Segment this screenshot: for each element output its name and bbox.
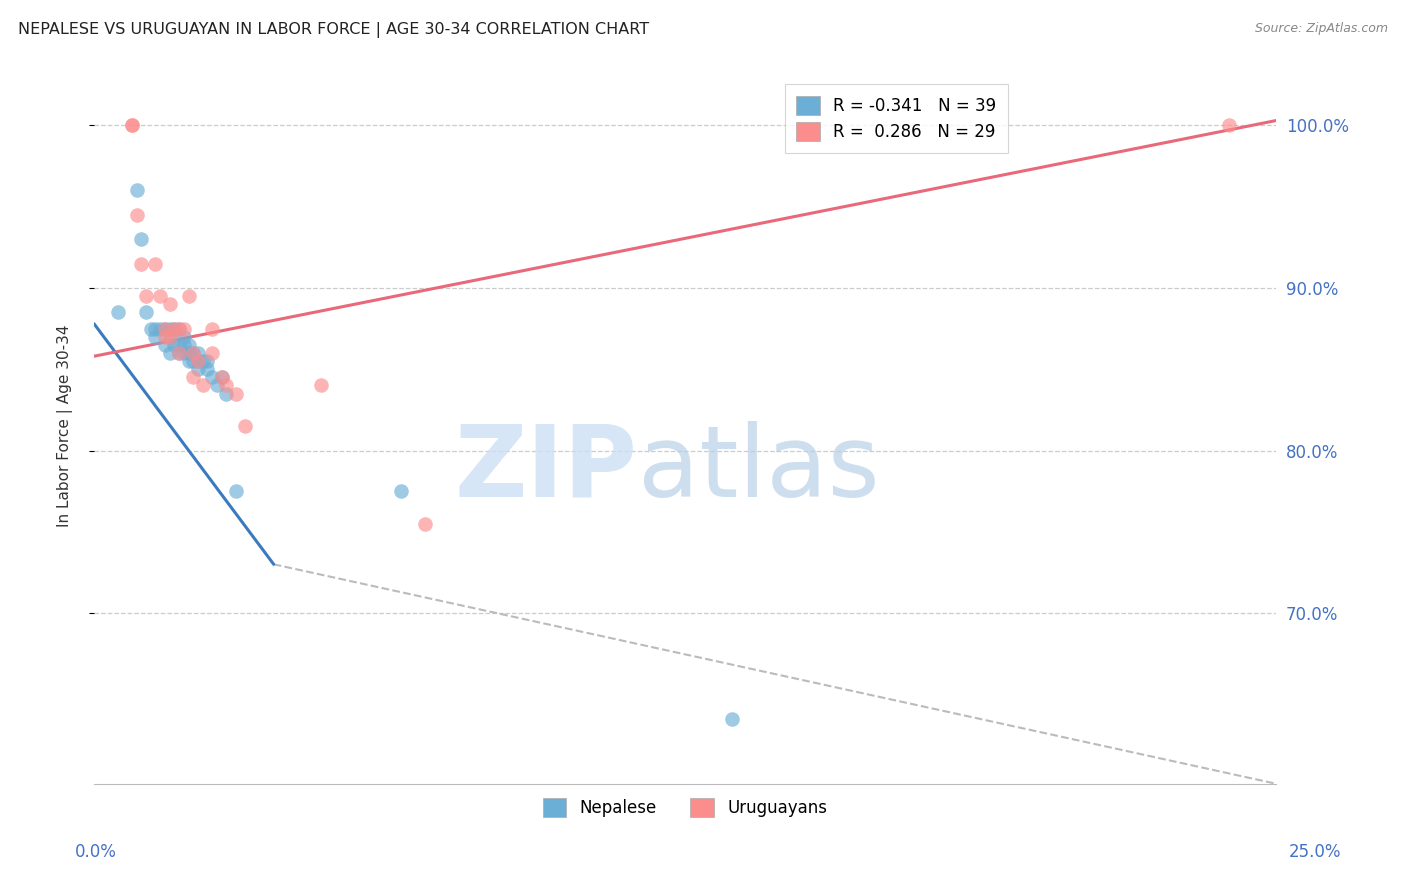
- Point: [139, 321, 162, 335]
- Point: [177, 346, 200, 360]
- Point: [153, 321, 176, 335]
- Point: [191, 378, 214, 392]
- Point: [153, 338, 176, 352]
- Point: [159, 321, 181, 335]
- Point: [149, 289, 172, 303]
- Point: [149, 321, 172, 335]
- Point: [121, 119, 143, 133]
- Point: [153, 329, 176, 343]
- Text: 0.0%: 0.0%: [75, 843, 117, 861]
- Point: [201, 370, 224, 384]
- Point: [205, 378, 228, 392]
- Point: [129, 256, 152, 270]
- Point: [215, 386, 238, 401]
- Point: [153, 321, 176, 335]
- Point: [145, 321, 167, 335]
- Point: [135, 289, 157, 303]
- Y-axis label: In Labor Force | Age 30-34: In Labor Force | Age 30-34: [58, 325, 73, 527]
- Point: [145, 329, 167, 343]
- Point: [167, 346, 190, 360]
- Point: [197, 362, 219, 376]
- Point: [225, 484, 247, 499]
- Legend: Nepalese, Uruguayans: Nepalese, Uruguayans: [534, 789, 835, 825]
- Point: [129, 232, 152, 246]
- Point: [181, 370, 204, 384]
- Point: [177, 338, 200, 352]
- Point: [215, 378, 238, 392]
- Point: [163, 321, 186, 335]
- Point: [181, 346, 204, 360]
- Point: [163, 338, 186, 352]
- Point: [125, 208, 148, 222]
- Point: [233, 419, 256, 434]
- Point: [187, 354, 209, 368]
- Point: [121, 119, 143, 133]
- Point: [413, 516, 436, 531]
- Point: [201, 346, 224, 360]
- Point: [187, 362, 209, 376]
- Point: [159, 346, 181, 360]
- Point: [177, 354, 200, 368]
- Point: [721, 712, 744, 726]
- Point: [181, 354, 204, 368]
- Point: [211, 370, 233, 384]
- Point: [163, 321, 186, 335]
- Text: NEPALESE VS URUGUAYAN IN LABOR FORCE | AGE 30-34 CORRELATION CHART: NEPALESE VS URUGUAYAN IN LABOR FORCE | A…: [18, 22, 650, 38]
- Point: [211, 370, 233, 384]
- Point: [173, 346, 195, 360]
- Point: [173, 321, 195, 335]
- Text: ZIP: ZIP: [456, 420, 638, 517]
- Point: [1218, 119, 1240, 133]
- Point: [225, 386, 247, 401]
- Point: [135, 305, 157, 319]
- Point: [201, 321, 224, 335]
- Point: [167, 321, 190, 335]
- Point: [173, 338, 195, 352]
- Point: [389, 484, 412, 499]
- Point: [167, 321, 190, 335]
- Text: Source: ZipAtlas.com: Source: ZipAtlas.com: [1254, 22, 1388, 36]
- Point: [107, 305, 129, 319]
- Point: [309, 378, 332, 392]
- Point: [197, 354, 219, 368]
- Point: [177, 289, 200, 303]
- Point: [191, 354, 214, 368]
- Text: 25.0%: 25.0%: [1288, 843, 1341, 861]
- Point: [145, 256, 167, 270]
- Point: [159, 329, 181, 343]
- Text: atlas: atlas: [638, 420, 879, 517]
- Point: [187, 354, 209, 368]
- Point: [181, 346, 204, 360]
- Point: [167, 338, 190, 352]
- Point: [159, 329, 181, 343]
- Point: [167, 346, 190, 360]
- Point: [173, 329, 195, 343]
- Point: [187, 346, 209, 360]
- Point: [125, 183, 148, 197]
- Point: [159, 297, 181, 311]
